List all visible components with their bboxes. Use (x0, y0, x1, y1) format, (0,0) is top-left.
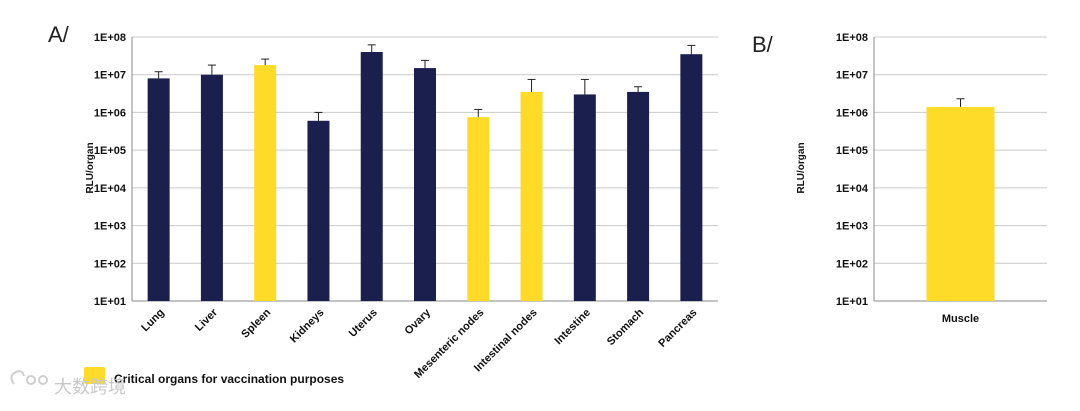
x-tick-label: Ovary (403, 306, 434, 337)
bar-intestinal-nodes (520, 91, 543, 302)
y-tick-label: 1E+04 (94, 183, 127, 195)
panel-b-ylabel: RLU/organ (796, 142, 807, 193)
y-tick-label: 1E+02 (836, 258, 868, 270)
bar-mesenteric-nodes (467, 117, 490, 301)
x-tick-label: Stomach (605, 306, 647, 348)
y-tick-label: 1E+01 (836, 296, 868, 308)
x-tick-label: Lung (139, 307, 166, 334)
y-tick-label: 1E+05 (94, 145, 126, 157)
x-tick-label: Pancreas (656, 307, 699, 350)
chart-a: 1E+01 1E+02 1E+03 1E+04 1E+05 1E+06 1E+07 1E+08… (94, 32, 718, 381)
y-tick-label: 1E+07 (94, 70, 126, 82)
bar-pancreas (680, 54, 703, 302)
bar-stomach (627, 91, 650, 302)
y-tick-label: 1E+03 (94, 221, 126, 233)
y-tick-label: 1E+06 (836, 107, 868, 119)
y-tick-label: 1E+03 (836, 221, 868, 233)
chart-b: 1E+01 1E+02 1E+03 1E+04 1E+05 1E+06 1E+07 1E+08… (836, 32, 1047, 325)
y-tick-label: 1E+06 (94, 107, 126, 119)
bar-spleen (254, 65, 277, 301)
y-tick-label: 1E+05 (836, 145, 868, 157)
bar-muscle (926, 106, 995, 302)
bar-kidneys (307, 120, 330, 301)
x-tick-label: Intestine (552, 307, 592, 347)
bar-ovary (414, 68, 436, 302)
y-tick-label: 1E+04 (836, 183, 869, 195)
panel-a-label: A/ (48, 22, 70, 47)
bar-liver (200, 74, 223, 301)
y-tick-label: 1E+08 (94, 32, 126, 44)
y-tick-label: 1E+01 (94, 296, 126, 308)
x-tick-label: Spleen (239, 306, 273, 340)
y-tick-label: 1E+08 (836, 32, 868, 44)
watermark-text: 大数跨境 (54, 377, 126, 398)
watermark: 大数跨境 (10, 370, 126, 398)
legend-label: Critical organs for vaccination purposes (114, 372, 344, 386)
bar-uterus (360, 52, 383, 301)
x-tick-label: Liver (193, 306, 221, 334)
x-tick-label: Uterus (347, 307, 380, 340)
bar-lung (147, 78, 170, 302)
y-tick-label: 1E+02 (94, 258, 126, 270)
panel-a-ylabel: RLU/organ (85, 142, 96, 193)
legend: Critical organs for vaccination purposes (84, 367, 344, 386)
y-tick-label: 1E+07 (836, 70, 868, 82)
panel-b-label: B/ (752, 32, 774, 57)
bar-intestine (573, 94, 596, 301)
x-tick-label: Kidneys (288, 307, 327, 346)
watermark-logo-icon (10, 370, 48, 385)
legend-swatch (84, 367, 105, 384)
x-tick-label: Muscle (942, 313, 979, 325)
